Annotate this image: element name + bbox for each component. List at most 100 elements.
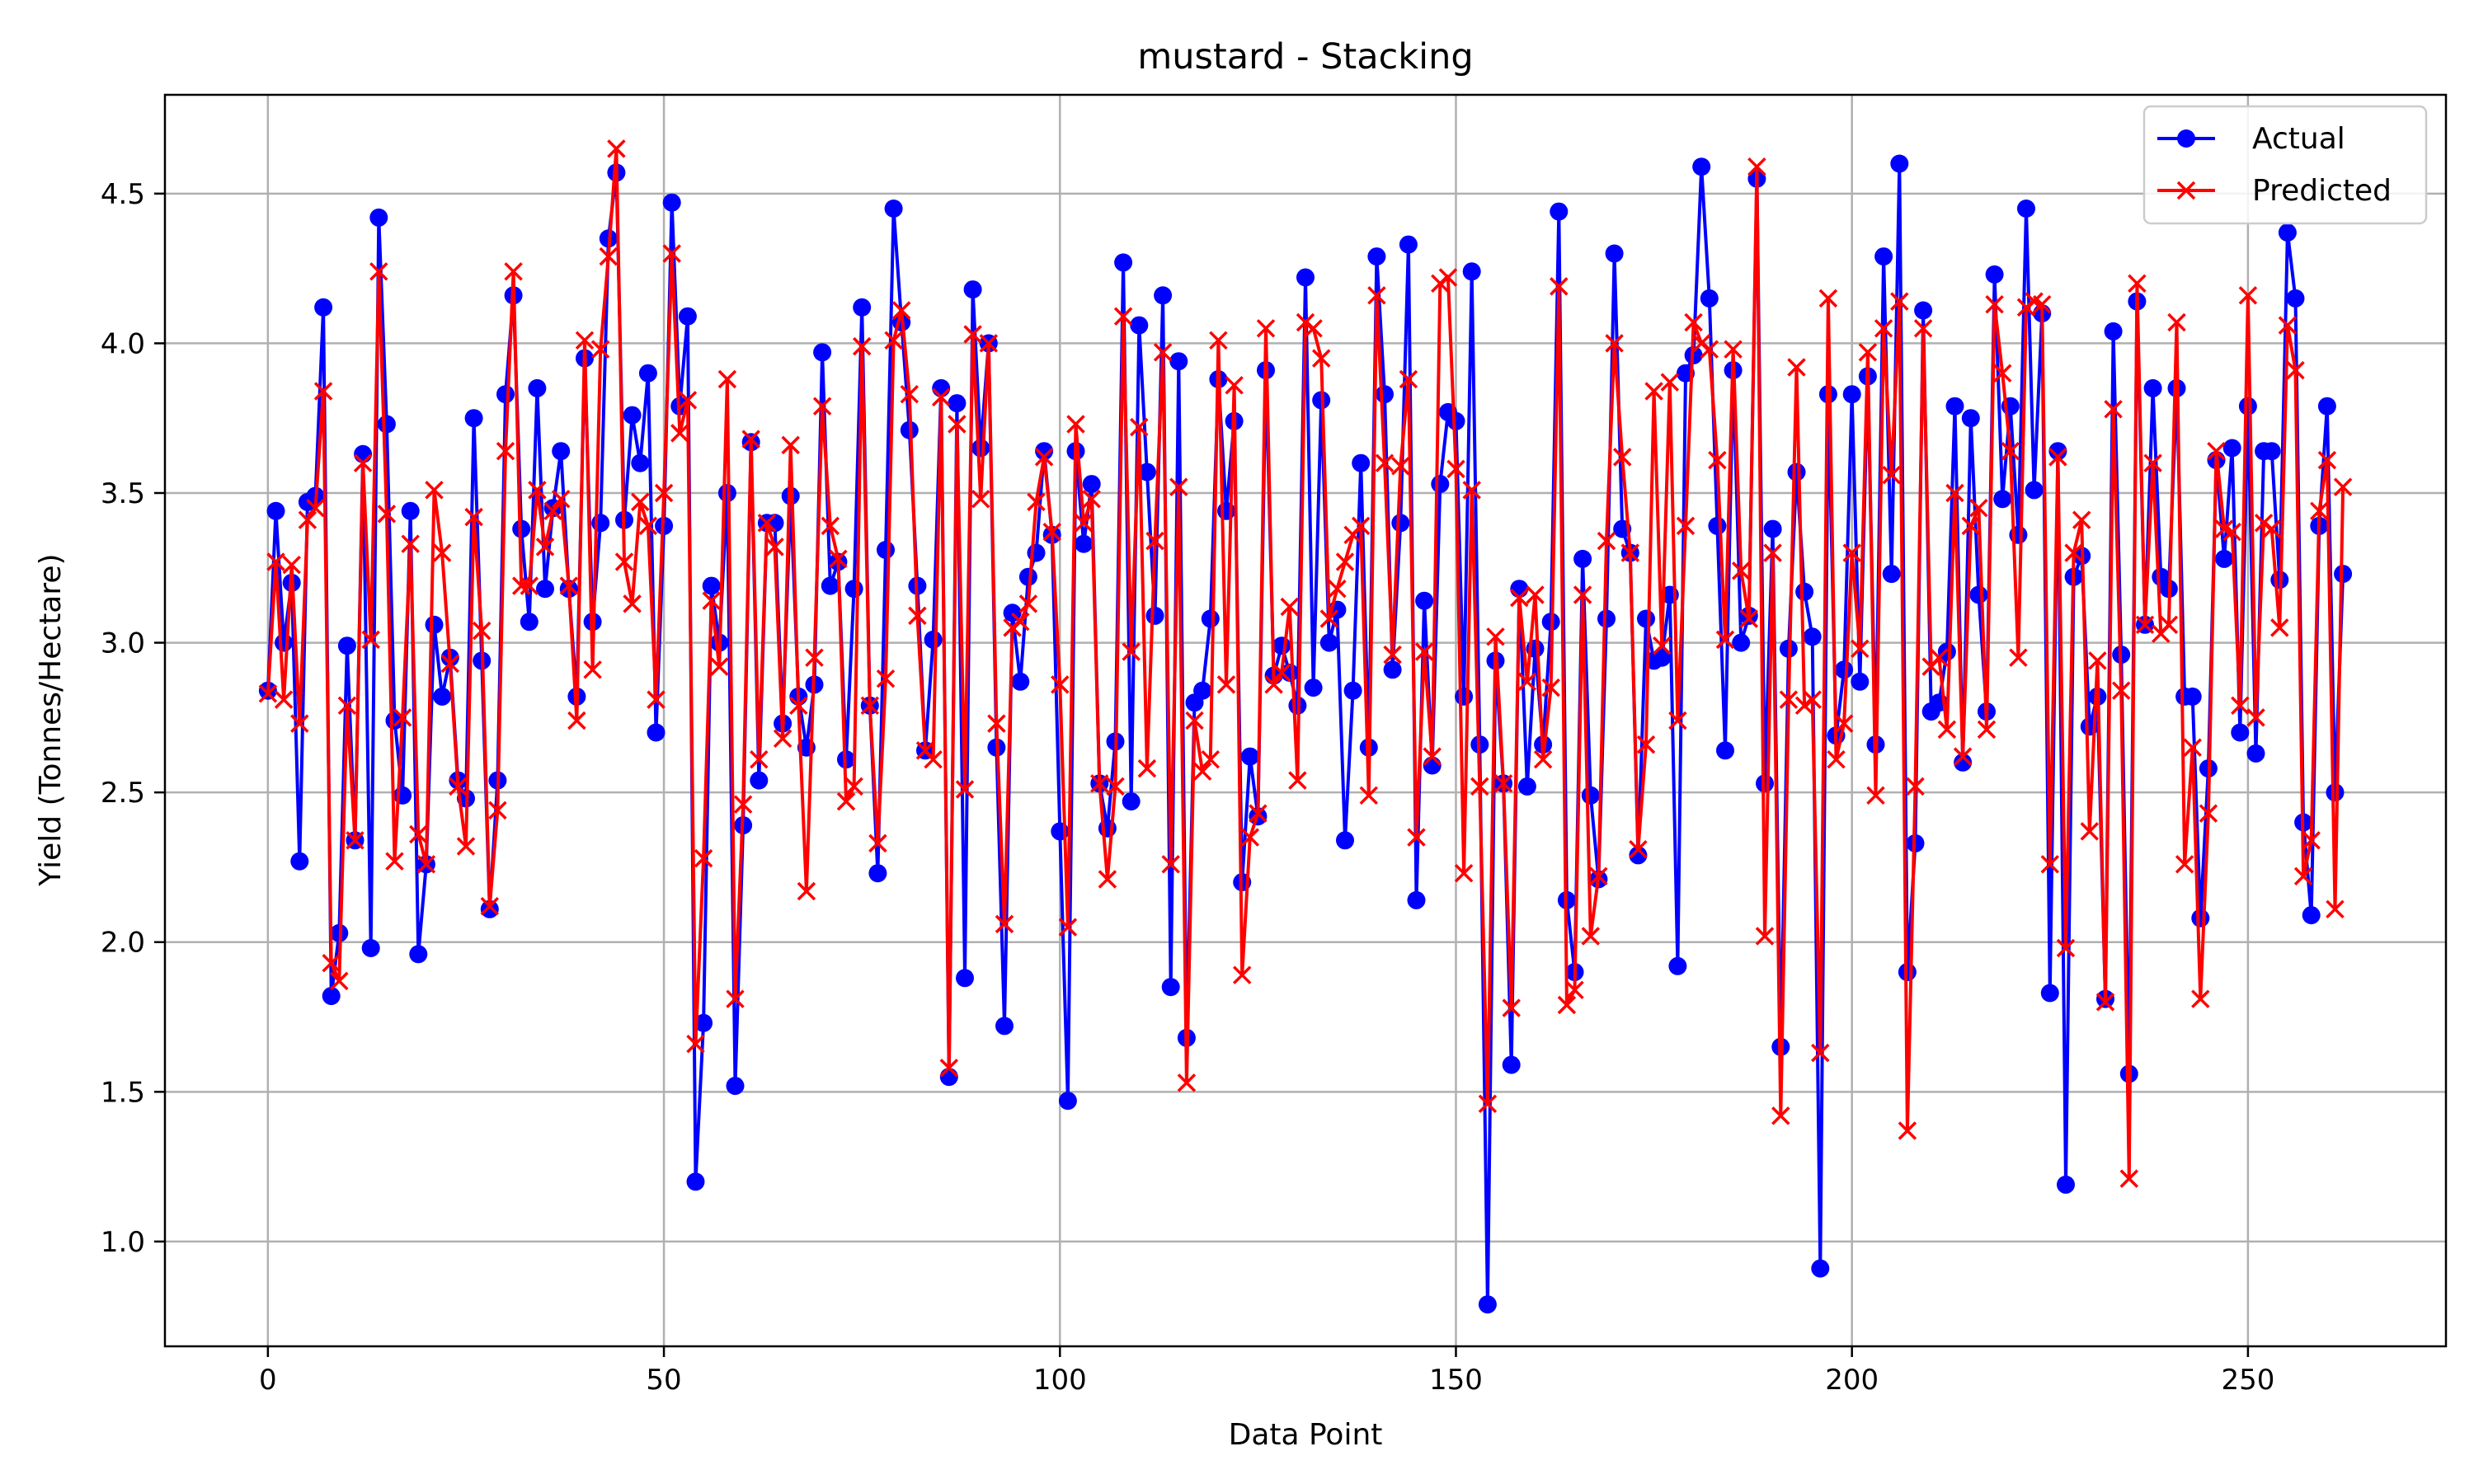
predicted-point: [852, 336, 872, 356]
actual-point: [1842, 385, 1861, 404]
predicted-point: [2286, 360, 2305, 380]
predicted-point: [1153, 343, 1173, 362]
predicted-point: [266, 552, 285, 571]
actual-point: [884, 200, 903, 218]
actual-point: [464, 409, 483, 428]
predicted-point: [1502, 998, 1521, 1017]
predicted-point: [1462, 481, 1481, 500]
predicted-point: [726, 989, 745, 1008]
actual-point: [702, 576, 721, 595]
actual-point: [552, 442, 571, 461]
predicted-point: [1930, 648, 1949, 667]
series-predicted: [258, 139, 2353, 1188]
y-tick-label: 2.5: [101, 777, 145, 810]
x-tick-label: 200: [1825, 1364, 1879, 1397]
y-tick-label: 1.0: [101, 1226, 145, 1259]
actual-point: [1795, 582, 1814, 601]
actual-point: [2238, 397, 2257, 416]
predicted-point: [535, 538, 555, 556]
predicted-point: [2088, 651, 2107, 670]
y-tick-label: 4.0: [101, 327, 145, 360]
actual-point: [678, 307, 697, 326]
predicted-point: [2191, 989, 2210, 1008]
y-tick-label: 1.5: [101, 1076, 145, 1109]
predicted-point: [1328, 579, 1347, 599]
actual-point: [971, 439, 990, 458]
actual-point: [1985, 265, 2004, 284]
actual-point: [2025, 481, 2044, 500]
actual-point: [2017, 200, 2035, 218]
predicted-point: [1177, 1073, 1197, 1092]
predicted-point: [1272, 663, 1291, 683]
actual-point: [1455, 687, 1474, 706]
predicted-point: [1620, 543, 1640, 562]
predicted-point: [1249, 804, 1268, 823]
actual-point: [1319, 633, 1338, 652]
actual-point: [631, 453, 650, 472]
actual-point: [1803, 627, 1822, 646]
predicted-point: [1414, 642, 1434, 661]
predicted-point: [1264, 675, 1283, 694]
predicted-point: [987, 714, 1006, 733]
predicted-point: [694, 848, 713, 868]
actual-point: [2191, 909, 2210, 928]
y-tick-label: 3.5: [101, 477, 145, 510]
predicted-point: [2080, 822, 2100, 841]
predicted-point: [599, 247, 618, 266]
actual-point: [393, 786, 412, 805]
actual-point: [314, 298, 333, 317]
legend: Actual Predicted: [2142, 105, 2428, 225]
actual-point: [2231, 723, 2250, 742]
predicted-point: [995, 914, 1014, 934]
actual-point: [1882, 565, 1901, 584]
predicted-point: [298, 510, 317, 529]
predicted-point: [2175, 855, 2194, 874]
actual-point: [1732, 633, 1751, 652]
predicted-point: [1185, 711, 1204, 730]
actual-point: [1969, 585, 1988, 604]
predicted-point: [631, 492, 650, 512]
predicted-point: [2072, 510, 2091, 529]
predicted-point: [1423, 747, 1442, 766]
predicted-point: [1747, 157, 1766, 176]
x-tick-label: 0: [259, 1364, 277, 1397]
predicted-point: [979, 334, 999, 353]
actual-point: [1391, 514, 1410, 533]
plot-series: [258, 139, 2353, 1314]
predicted-point: [1612, 448, 1632, 467]
actual-point: [1035, 442, 1054, 461]
predicted-point: [1051, 675, 1070, 694]
predicted-point: [1755, 927, 1775, 946]
legend-predicted-marker: [2176, 181, 2196, 200]
actual-point: [1787, 463, 1806, 481]
actual-point: [1954, 753, 1973, 772]
predicted-point: [1589, 866, 1608, 886]
actual-point: [1653, 648, 1672, 667]
predicted-point: [322, 953, 341, 973]
predicted-point: [496, 441, 515, 461]
actual-point: [369, 208, 388, 227]
predicted-point: [1018, 594, 1038, 613]
predicted-point: [1359, 786, 1379, 805]
actual-point: [1517, 777, 1536, 796]
predicted-point: [678, 391, 698, 410]
predicted-point: [1676, 516, 1696, 536]
actual-point: [1597, 609, 1616, 628]
legend-predicted-label: Predicted: [2252, 174, 2392, 208]
predicted-point: [821, 516, 840, 536]
predicted-point: [1517, 672, 1537, 692]
predicted-point: [2111, 681, 2131, 700]
actual-point: [1367, 247, 1386, 266]
actual-point: [1201, 609, 1220, 628]
actual-point: [877, 541, 895, 559]
predicted-point: [1700, 340, 1719, 359]
predicted-point: [2333, 477, 2353, 496]
actual-point: [1629, 846, 1648, 865]
predicted-point: [1446, 459, 1465, 479]
predicted-point: [710, 657, 729, 676]
predicted-point: [789, 696, 808, 716]
predicted-point: [939, 1059, 959, 1078]
actual-point: [2215, 549, 2234, 568]
actual-point: [924, 630, 943, 649]
